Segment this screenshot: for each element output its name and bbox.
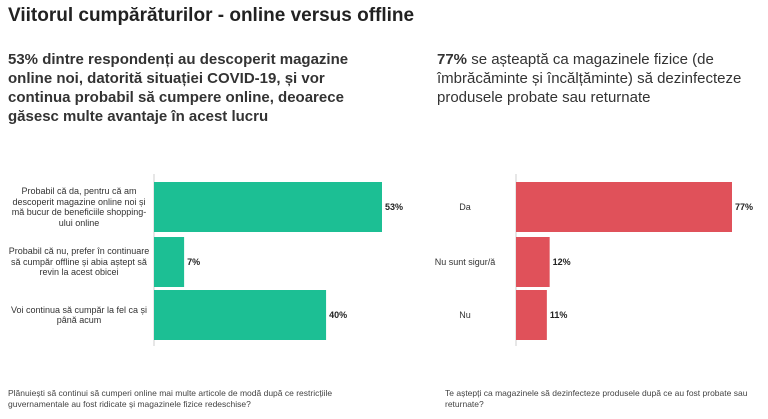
right-category-label-1: Nu sunt sigur/ă: [434, 256, 496, 267]
right-bar-value-0: 77%: [735, 202, 753, 212]
right-subtitle: 77% se așteaptă ca magazinele fizice (de…: [437, 50, 767, 107]
right-bar-2: [516, 290, 547, 340]
left-bar-0: [154, 182, 382, 232]
right-bar-value-2: 11%: [550, 310, 568, 320]
left-category-label-1: Probabil că nu, prefer în continuare să …: [8, 246, 150, 277]
left-subtitle-lead: 53%: [8, 51, 39, 68]
right-subtitle-lead: 77%: [437, 51, 468, 68]
left-category-label-2: Voi continua să cumpăr la fel ca și până…: [10, 304, 148, 326]
right-bar-chart: 77% 12% 11% Da Nu sunt sigur/ă Nu: [420, 170, 768, 350]
right-bar-value-1: 12%: [553, 257, 571, 267]
right-question: Te aștepți ca magazinele să dezinfecteze…: [445, 388, 748, 409]
left-bar-2: [154, 290, 327, 340]
right-bar-1: [516, 237, 550, 287]
left-bar-chart: 53% 7% 40% Probabil că da, pentru că am des…: [0, 170, 403, 350]
left-bar-value-1: 7%: [187, 257, 200, 267]
right-bar-0: [516, 182, 732, 232]
left-bar-value-2: 40%: [329, 310, 347, 320]
left-chart-svg: 53% 7% 40%: [153, 174, 403, 346]
page-title: Viitorul cumpărăturilor - online versus …: [8, 5, 415, 26]
right-subtitle-text: se așteaptă ca magazinele fizice (de îmb…: [437, 51, 742, 106]
right-chart-svg: 77% 12% 11%: [515, 174, 753, 346]
left-subtitle-text: dintre respondenți au descoperit magazin…: [8, 51, 349, 125]
left-subtitle: 53% dintre respondenți au descoperit mag…: [8, 50, 378, 126]
right-category-label-2: Nu: [459, 309, 471, 320]
left-category-label-0: Probabil că da, pentru că am descoperit …: [11, 186, 147, 228]
left-bar-value-0: 53%: [385, 202, 403, 212]
right-category-label-0: Da: [459, 201, 471, 212]
left-question: Plănuiești să continui să cumperi online…: [8, 388, 333, 409]
left-bar-1: [154, 237, 185, 287]
